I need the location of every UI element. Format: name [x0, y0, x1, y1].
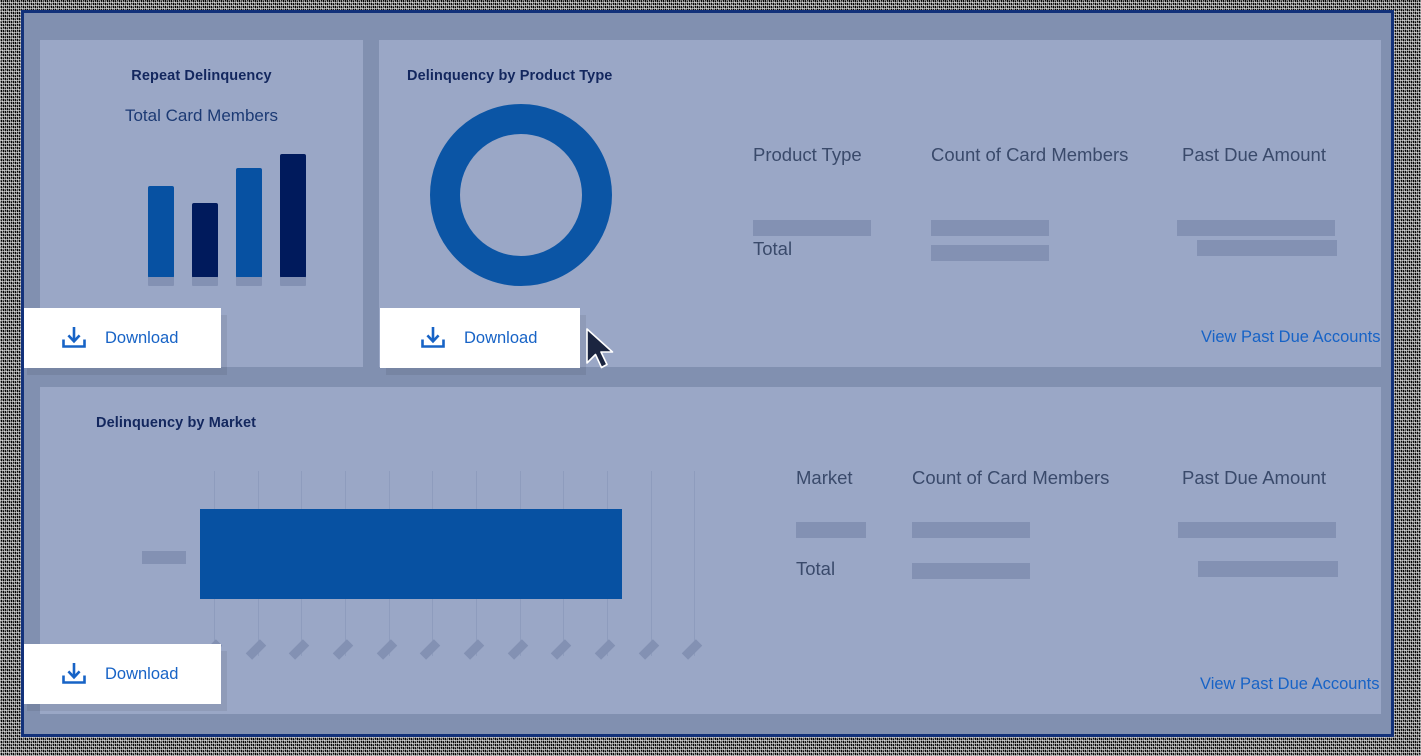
cell-skeleton-count: [912, 522, 1030, 538]
bar-label-skeleton-2: [192, 277, 218, 286]
cell-skeleton-market: [796, 522, 866, 538]
cell-skeleton-count: [931, 220, 1049, 236]
gridline: [651, 471, 652, 656]
panel-title-product-type: Delinquency by Product Type: [407, 68, 613, 84]
table-header-count-of-card-members: Count of Card Members: [931, 144, 1129, 165]
bar-1: [148, 186, 174, 278]
dashboard-window: Repeat Delinquency Total Card Members Do…: [21, 10, 1394, 737]
market-bar: [200, 509, 622, 599]
cell-skeleton-product-type: [753, 220, 871, 236]
table-header-product-type: Product Type: [753, 144, 862, 165]
gridline: [694, 471, 695, 656]
mouse-pointer-cursor: [586, 328, 614, 369]
table-row-label-total: Total: [796, 558, 836, 579]
bar-label-skeleton-1: [148, 277, 174, 286]
panel-delinquency-by-market: Delinquency by Market: [40, 387, 1381, 714]
table-header-count-of-card-members: Count of Card Members: [912, 467, 1110, 488]
download-button-label: Download: [105, 664, 179, 683]
product-type-donut-chart: [379, 40, 639, 340]
cell-skeleton-amount: [1178, 522, 1336, 538]
panel-title-repeat-delinquency: Repeat Delinquency: [131, 68, 272, 84]
download-button-label: Download: [464, 328, 538, 347]
download-button-label: Download: [105, 328, 179, 347]
market-table: Market Count of Card Members Past Due Am…: [40, 387, 1381, 714]
cell-skeleton-total-amount: [1198, 561, 1338, 577]
cell-skeleton-total-count: [931, 245, 1049, 261]
bar-3: [236, 168, 262, 278]
download-button-repeat-delinquency[interactable]: Download: [24, 308, 221, 368]
bar-2: [192, 203, 218, 278]
table-row-label-total: Total: [753, 238, 793, 259]
table-header-past-due-amount: Past Due Amount: [1182, 144, 1326, 165]
table-header-past-due-amount: Past Due Amount: [1182, 467, 1326, 488]
y-axis-label-skeleton: [142, 551, 186, 564]
cell-skeleton-total-count: [912, 563, 1030, 579]
bar-label-skeleton-3: [236, 277, 262, 286]
download-icon: [62, 663, 86, 684]
cell-skeleton-amount: [1177, 220, 1335, 236]
bar-label-skeleton-4: [280, 277, 306, 286]
table-header-market: Market: [796, 467, 853, 488]
view-past-due-accounts-link-product-type[interactable]: View Past Due Accounts: [1201, 328, 1381, 346]
bar-4: [280, 154, 306, 278]
repeat-delinquency-bar-chart: [40, 40, 363, 300]
view-past-due-accounts-link-market[interactable]: View Past Due Accounts: [1200, 675, 1380, 693]
download-button-market[interactable]: Download: [24, 644, 221, 704]
download-icon: [62, 327, 86, 348]
download-icon: [421, 327, 445, 348]
product-type-table: Product Type Count of Card Members Past …: [379, 40, 1381, 367]
chart-subtitle-total-card-members: Total Card Members: [124, 106, 279, 125]
cell-skeleton-total-amount: [1197, 240, 1337, 256]
market-bar-chart: [40, 387, 760, 714]
panel-title-market: Delinquency by Market: [96, 415, 257, 431]
download-button-product-type[interactable]: Download: [380, 308, 580, 368]
